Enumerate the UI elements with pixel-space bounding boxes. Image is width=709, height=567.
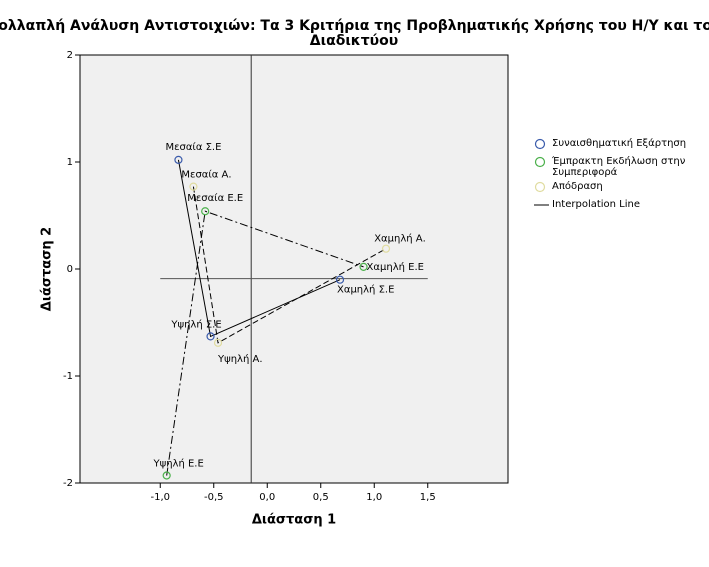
point bbox=[189, 182, 198, 191]
point bbox=[213, 338, 223, 347]
legend-label: Απόδραση bbox=[552, 181, 603, 192]
x-tick-label: -0,5 bbox=[204, 492, 224, 503]
point bbox=[381, 244, 391, 253]
point-label: Χαμηλή Ε.Ε bbox=[367, 261, 424, 273]
point-label: Υψηλή Ε.Ε bbox=[153, 458, 204, 470]
interpolation-line bbox=[166, 210, 364, 476]
y-tick-label: 2 bbox=[67, 50, 73, 61]
x-tick-label: 0,5 bbox=[313, 492, 329, 503]
legend-item: Απόδραση bbox=[534, 181, 704, 196]
plot-area bbox=[79, 54, 509, 484]
point-label: Μεσαία Α. bbox=[181, 169, 231, 181]
point bbox=[206, 332, 215, 341]
x-tick-label: -1,0 bbox=[150, 492, 170, 503]
point-label: Χαμηλή Α. bbox=[374, 233, 426, 245]
point-label: Μεσαία Σ.Ε bbox=[165, 141, 221, 153]
interpolation-line bbox=[192, 186, 387, 344]
point-label: Υψηλή Σ.Ε bbox=[170, 318, 221, 330]
legend-symbol bbox=[534, 199, 552, 214]
legend-item: Έμπρακτη Εκδήλωση στην Συμπεριφορά bbox=[534, 156, 704, 178]
chart-title: Διαδικτύου bbox=[310, 33, 398, 49]
legend-symbol bbox=[534, 181, 552, 196]
y-tick-label: 1 bbox=[67, 157, 73, 168]
y-tick-label: 0 bbox=[67, 264, 73, 275]
y-tick-label: -1 bbox=[63, 371, 73, 382]
legend-item: Interpolation Line bbox=[534, 199, 704, 214]
point-label: Μεσαία Ε.Ε bbox=[187, 192, 243, 204]
legend: Συναισθηματική Εξάρτηση Έμπρακτη Εκδήλωση… bbox=[534, 138, 704, 217]
legend-symbol bbox=[534, 156, 552, 171]
legend-item: Συναισθηματική Εξάρτηση bbox=[534, 138, 704, 153]
point-label: Χαμηλή Σ.Ε bbox=[337, 284, 394, 296]
x-tick-label: 0,0 bbox=[259, 492, 275, 503]
point bbox=[201, 207, 210, 216]
legend-symbol bbox=[534, 138, 552, 153]
legend-label: Interpolation Line bbox=[552, 199, 641, 210]
point bbox=[174, 155, 183, 164]
legend-label: Συναισθηματική Εξάρτηση bbox=[552, 138, 687, 149]
x-tick-label: 1,5 bbox=[420, 492, 436, 503]
point bbox=[335, 275, 345, 284]
y-tick-label: -2 bbox=[63, 478, 73, 489]
x-axis-label: Διάσταση 1 bbox=[252, 513, 336, 528]
chart-title: Πολλαπλή Ανάλυση Αντιστοιχιών: Τα 3 Κριτ… bbox=[0, 18, 709, 34]
y-axis-label: Διάσταση 2 bbox=[40, 227, 55, 311]
x-tick-label: 1,0 bbox=[366, 492, 382, 503]
point-label: Υψηλή Α. bbox=[217, 353, 263, 365]
legend-label: Έμπρακτη Εκδήλωση στην Συμπεριφορά bbox=[552, 156, 686, 178]
point bbox=[359, 262, 368, 271]
point bbox=[162, 471, 171, 480]
